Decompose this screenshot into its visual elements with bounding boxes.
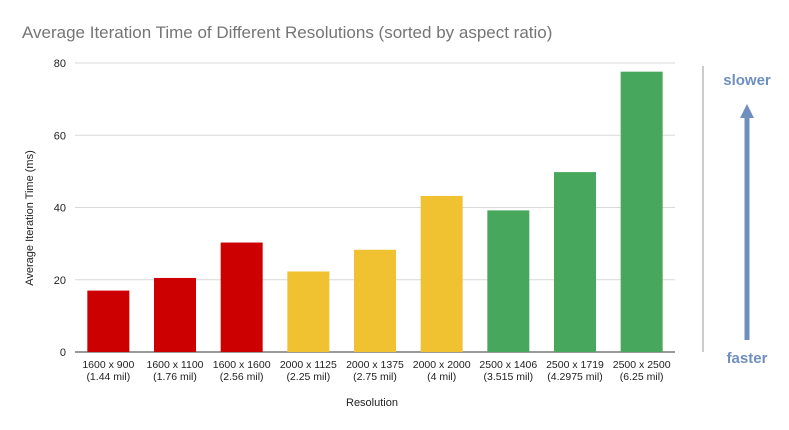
x-tick-label: (6.25 mil) — [620, 371, 664, 383]
x-tick-label: 1600 x 1600 — [213, 359, 271, 371]
bar — [554, 172, 596, 352]
x-tick-label: 2000 x 2000 — [413, 359, 471, 371]
chart-title: Average Iteration Time of Different Reso… — [22, 23, 552, 42]
bars — [87, 71, 663, 353]
bar — [287, 271, 330, 352]
x-tick-label: 2000 x 1375 — [346, 359, 404, 371]
x-tick-label: (4.2975 mil) — [547, 371, 602, 383]
x-tick-label: 2000 x 1125 — [280, 359, 337, 371]
x-tick-label: (2.25 mil) — [286, 371, 330, 383]
x-axis-labels: 1600 x 900(1.44 mil) 1600 x 1100(1.76 mil… — [82, 359, 670, 383]
arrow-up-icon — [740, 104, 754, 118]
y-tick-label: 0 — [60, 347, 66, 359]
bar — [487, 210, 530, 352]
y-tick-label: 80 — [54, 58, 66, 70]
bar — [87, 290, 130, 352]
x-tick-label: (2.75 mil) — [353, 371, 397, 383]
x-tick-label: (2.56 mil) — [220, 371, 264, 383]
x-tick-label: (4 mil) — [427, 371, 456, 383]
bar — [420, 195, 463, 352]
bar — [154, 277, 196, 352]
y-tick-label: 60 — [54, 130, 66, 142]
x-tick-label: 1600 x 900 — [82, 359, 134, 371]
faster-label: faster — [727, 350, 768, 367]
y-axis-label: Average Iteration Time (ms) — [24, 150, 36, 286]
x-axis-label: Resolution — [346, 397, 398, 409]
x-tick-label: 1600 x 1100 — [146, 359, 203, 371]
x-tick-label: 2500 x 1406 — [479, 359, 537, 371]
x-tick-label: (3.515 mil) — [484, 371, 534, 383]
x-tick-label: (1.76 mil) — [153, 371, 197, 383]
x-tick-label: 2500 x 1719 — [546, 359, 604, 371]
y-tick-label: 20 — [54, 275, 66, 287]
bar — [220, 242, 263, 352]
slower-label: slower — [723, 72, 771, 89]
bar — [354, 249, 396, 352]
y-tick-label: 40 — [54, 203, 66, 215]
x-tick-label: (1.44 mil) — [86, 371, 130, 383]
y-axis-ticks: 0 20 40 60 80 — [54, 58, 66, 359]
bar — [620, 71, 663, 353]
x-tick-label: 2500 x 2500 — [613, 359, 671, 371]
